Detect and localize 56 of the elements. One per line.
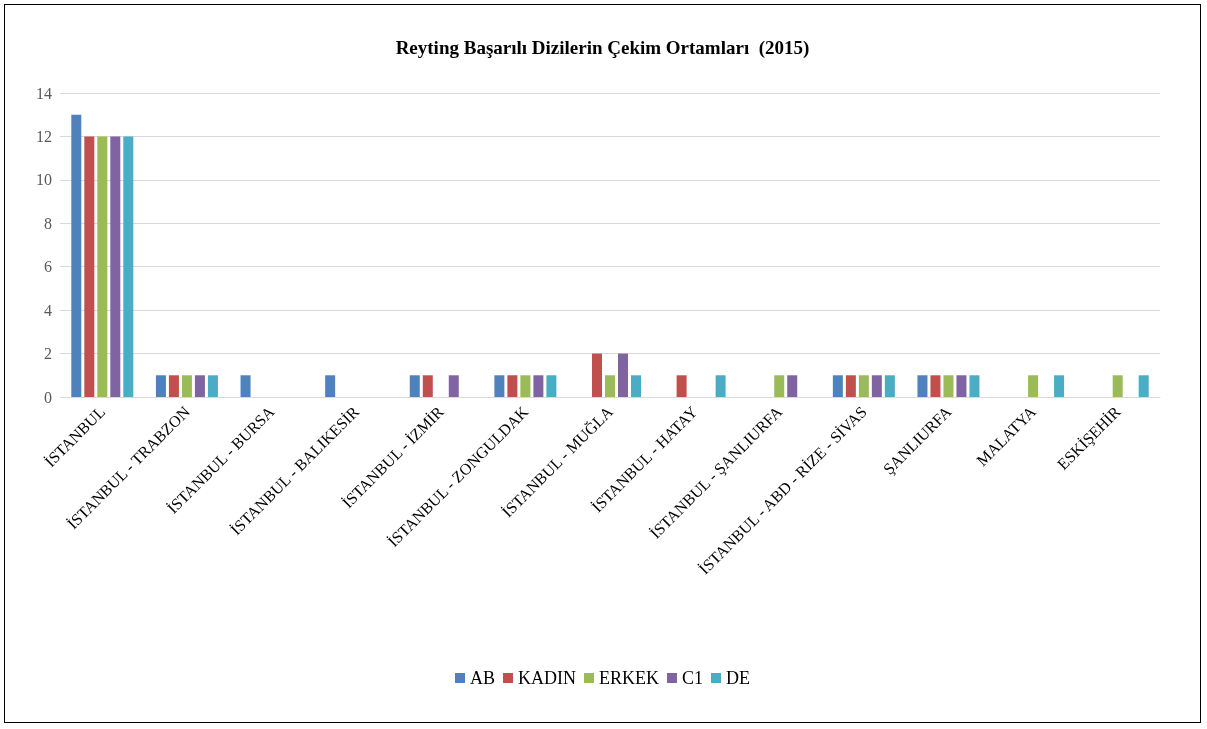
bar bbox=[631, 375, 641, 397]
bar bbox=[84, 136, 95, 397]
y-tick-label: 12 bbox=[36, 127, 52, 145]
bar bbox=[110, 136, 121, 397]
bar bbox=[448, 375, 459, 397]
legend-label: KADIN bbox=[518, 668, 577, 688]
y-tick-label: 14 bbox=[36, 84, 52, 102]
bar bbox=[884, 375, 895, 397]
y-tick-label: 6 bbox=[44, 258, 52, 276]
bar bbox=[871, 375, 882, 397]
bar bbox=[930, 375, 941, 397]
chart-title: Reyting Başarılı Dizilerin Çekim Ortamları (2015) bbox=[395, 37, 810, 59]
bar bbox=[917, 375, 928, 397]
bar bbox=[1054, 375, 1065, 397]
bar bbox=[832, 375, 843, 397]
bar bbox=[858, 375, 869, 397]
bar bbox=[533, 375, 544, 397]
legend-label: AB bbox=[470, 668, 496, 688]
bar bbox=[494, 375, 505, 397]
legend-label: ERKEK bbox=[599, 668, 659, 688]
bar bbox=[422, 375, 433, 397]
bar bbox=[715, 375, 726, 397]
bar bbox=[787, 375, 798, 397]
bar bbox=[546, 375, 557, 397]
y-tick-label: 10 bbox=[36, 171, 52, 189]
bar bbox=[325, 375, 336, 397]
bar bbox=[956, 375, 967, 397]
bar bbox=[520, 375, 531, 397]
bar bbox=[618, 353, 628, 397]
bar bbox=[123, 136, 134, 397]
bar bbox=[943, 375, 954, 397]
y-tick-label: 8 bbox=[44, 214, 52, 232]
legend-label: DE bbox=[726, 668, 750, 688]
bar bbox=[1138, 375, 1149, 397]
bar bbox=[969, 375, 980, 397]
bar bbox=[1112, 375, 1123, 397]
bar bbox=[155, 375, 166, 397]
bar bbox=[845, 375, 856, 397]
bar bbox=[676, 375, 687, 397]
bar bbox=[507, 375, 518, 397]
y-tick-label: 2 bbox=[44, 345, 52, 363]
bar bbox=[181, 375, 192, 397]
y-tick-label: 0 bbox=[44, 388, 52, 406]
legend-label: C1 bbox=[681, 668, 704, 688]
bar bbox=[207, 375, 218, 397]
y-tick-label: 4 bbox=[44, 301, 52, 319]
bar bbox=[409, 375, 420, 397]
bar bbox=[71, 114, 82, 397]
bar bbox=[1028, 375, 1039, 397]
bar bbox=[168, 375, 179, 397]
bar bbox=[97, 136, 108, 397]
bar bbox=[605, 375, 615, 397]
bar bbox=[774, 375, 785, 397]
bar bbox=[194, 375, 205, 397]
bar bbox=[240, 375, 251, 397]
bar bbox=[592, 353, 602, 397]
